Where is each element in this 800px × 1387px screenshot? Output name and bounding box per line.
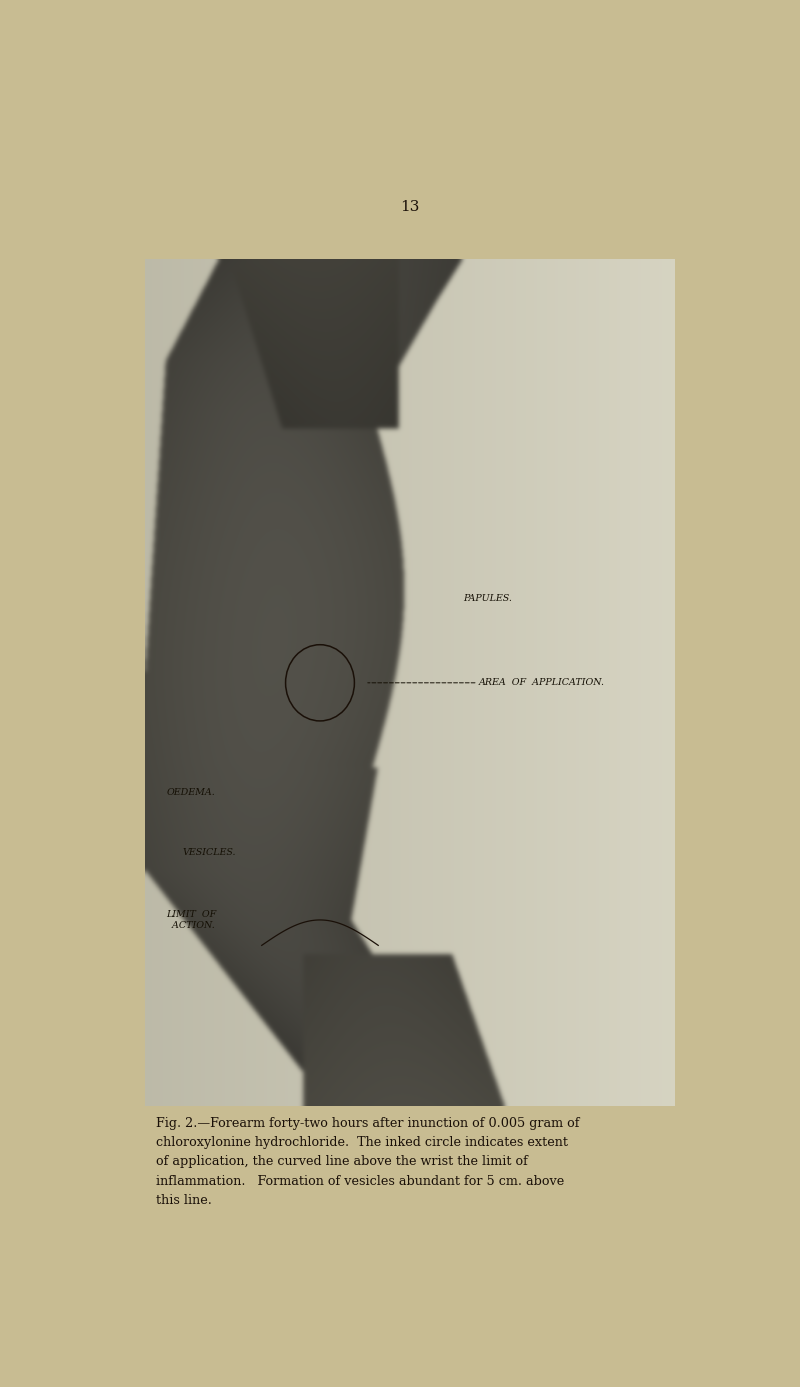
Text: 13: 13 [400,200,420,214]
Text: chloroxylonine hydrochloride.  The inked circle indicates extent: chloroxylonine hydrochloride. The inked … [156,1136,568,1150]
Text: of application, the curved line above the wrist the limit of: of application, the curved line above th… [156,1155,528,1168]
Text: inflammation.   Formation of vesicles abundant for 5 cm. above: inflammation. Formation of vesicles abun… [156,1175,564,1187]
Text: Fig. 2.—Forearm forty-two hours after inunction of 0.005 gram of: Fig. 2.—Forearm forty-two hours after in… [156,1117,579,1130]
Text: this line.: this line. [156,1194,212,1207]
